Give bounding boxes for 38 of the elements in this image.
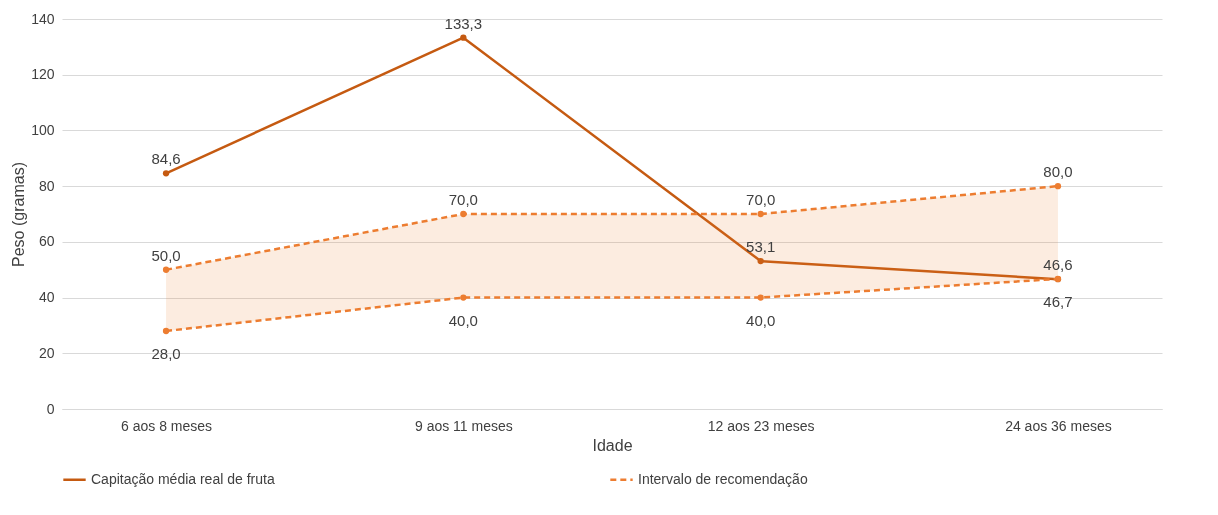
data-label: 53,1 — [746, 238, 776, 256]
y-tick-label: 40 — [38, 289, 55, 306]
point — [162, 266, 170, 273]
point — [757, 257, 764, 265]
y-tick-label: 80 — [38, 177, 55, 194]
y-tick-label: 120 — [31, 66, 55, 83]
y-tick-label: 60 — [38, 233, 55, 250]
x-tick-label: 9 aos 11 meses — [414, 417, 513, 434]
point — [460, 210, 467, 218]
y-tick-label: 0 — [46, 400, 55, 417]
point — [162, 170, 170, 177]
data-label: 46,6 — [1043, 256, 1073, 274]
x-axis-title: Idade — [592, 436, 633, 454]
data-label: 46,7 — [1043, 292, 1073, 310]
x-tick-label: 6 aos 8 meses — [121, 417, 213, 434]
legend-label: Intervalo de recomendação — [638, 470, 808, 487]
y-axis-title: Peso (gramas) — [10, 162, 28, 267]
data-label: 28,0 — [151, 345, 181, 362]
x-tick-label: 12 aos 23 meses — [707, 417, 815, 434]
x-tick-label: 24 aos 36 meses — [1005, 417, 1112, 434]
point — [757, 294, 764, 301]
data-label: 70,0 — [746, 191, 776, 208]
legend-label: Capitação média real de fruta — [91, 470, 275, 487]
data-label: 80,0 — [1043, 163, 1073, 181]
data-label: 40,0 — [448, 311, 478, 329]
y-tick-label: 100 — [31, 121, 55, 138]
data-label: 84,6 — [151, 150, 181, 168]
data-label: 40,0 — [746, 311, 776, 329]
y-tick-label: 140 — [31, 10, 55, 27]
point — [162, 327, 170, 335]
point — [1054, 182, 1062, 190]
data-label: 133,3 — [444, 14, 483, 32]
point — [460, 294, 467, 301]
data-label: 70,0 — [448, 191, 478, 208]
point — [757, 210, 764, 218]
point — [460, 34, 467, 41]
y-tick-label: 20 — [38, 344, 55, 361]
data-label: 50,0 — [151, 246, 181, 264]
